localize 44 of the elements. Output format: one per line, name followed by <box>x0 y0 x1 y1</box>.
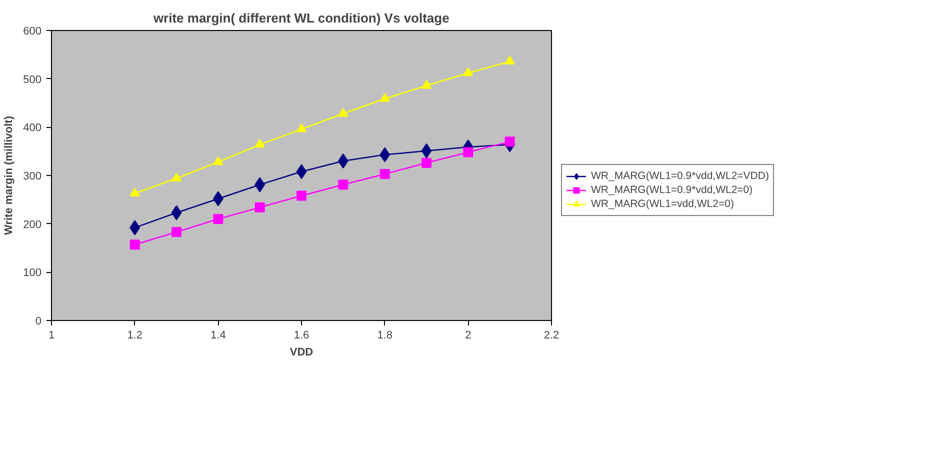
y-tick-label: 100 <box>23 267 42 280</box>
y-tick-label: 500 <box>23 74 42 86</box>
point <box>254 138 265 148</box>
point <box>338 180 348 190</box>
x-tick-label: 1.6 <box>294 330 310 342</box>
point <box>296 164 307 180</box>
y-tick-label: 400 <box>23 122 42 134</box>
x-tick-label: 2.2 <box>544 330 560 342</box>
point <box>338 154 348 168</box>
x-tick-label: 1.8 <box>377 330 392 342</box>
point <box>463 147 474 158</box>
y-axis-title: Write margin (millivolt) <box>3 116 16 235</box>
point <box>380 92 390 102</box>
y-tick-label: 300 <box>23 170 42 182</box>
y-tick-label: 0 <box>35 316 42 328</box>
x-tick-label: 1.2 <box>127 330 142 342</box>
point <box>422 158 432 168</box>
x-axis-title: VDD <box>290 346 314 358</box>
legend-label: WR_MARG(WL1=0.9*vdd,WL2=VDD) <box>591 168 769 182</box>
point <box>213 214 224 224</box>
point <box>338 108 348 117</box>
point <box>172 172 182 182</box>
point <box>254 202 265 212</box>
point <box>463 67 474 76</box>
point <box>171 205 182 220</box>
point <box>422 80 432 89</box>
point <box>296 190 306 201</box>
point <box>380 169 390 180</box>
point <box>421 143 432 158</box>
legend-label: WR_MARG(WL1=vdd,WL2=0) <box>591 196 734 210</box>
chart-title: write margin( different WL condition) Vs voltage <box>152 10 450 26</box>
x-tick-label: 1 <box>48 330 55 342</box>
point <box>296 123 306 132</box>
point <box>504 56 515 65</box>
legend-label: WR_MARG(WL1=0.9*vdd,WL2=0) <box>591 182 753 196</box>
y-tick-label: 600 <box>23 26 42 38</box>
y-tick-label: 200 <box>23 218 42 231</box>
point <box>130 188 140 196</box>
point <box>504 136 515 147</box>
point <box>213 156 224 166</box>
point <box>172 227 182 238</box>
x-tick-label: 1.4 <box>210 330 226 342</box>
point <box>130 240 140 250</box>
x-tick-label: 2 <box>465 330 472 342</box>
